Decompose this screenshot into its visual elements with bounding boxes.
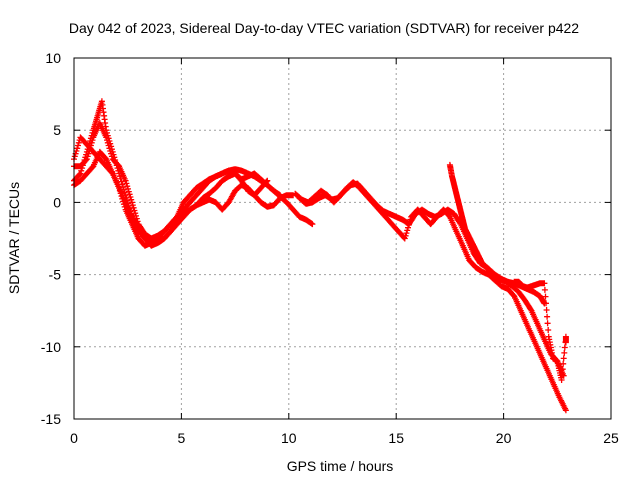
y-tick-label: 10 — [45, 50, 61, 66]
data-series-track-6 — [296, 180, 567, 379]
y-tick-labels: -15 -10 -5 0 5 10 — [41, 50, 61, 427]
y-axis-label: SDTVAR / TECUs — [6, 182, 22, 294]
data-series-track-8 — [511, 278, 569, 383]
x-tick-label: 5 — [178, 430, 186, 446]
x-tick-label: 25 — [603, 430, 619, 446]
plot-frame — [73, 57, 612, 420]
y-tick-label: -10 — [41, 339, 61, 355]
data-series-track-1 — [71, 98, 316, 249]
chart-title: Day 042 of 2023, Sidereal Day-to-day VTE… — [69, 20, 579, 36]
x-tick-label: 20 — [496, 430, 512, 446]
y-tick-label: 5 — [53, 122, 61, 138]
y-tick-label: -15 — [41, 411, 61, 427]
x-tick-label: 0 — [70, 430, 78, 446]
y-tick-label: 0 — [53, 194, 61, 210]
grid-lines — [74, 58, 611, 419]
data-points — [71, 98, 569, 414]
x-axis-label: GPS time / hours — [287, 458, 394, 474]
x-tick-label: 10 — [281, 430, 297, 446]
y-tick-label: -5 — [49, 267, 62, 283]
x-tick-label: 15 — [388, 430, 404, 446]
x-tick-labels: 0 5 10 15 20 25 — [70, 430, 619, 446]
